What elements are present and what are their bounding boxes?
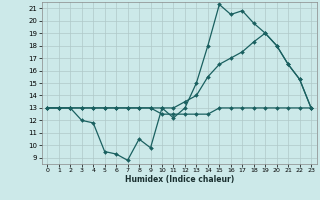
X-axis label: Humidex (Indice chaleur): Humidex (Indice chaleur)	[124, 175, 234, 184]
